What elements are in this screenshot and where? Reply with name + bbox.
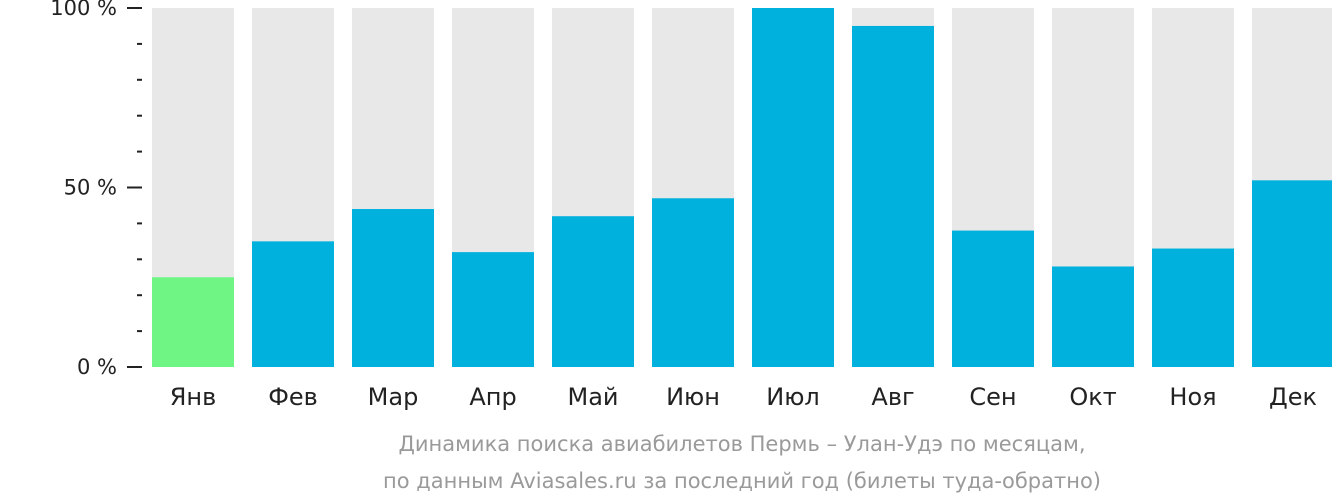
x-tick-label: Мар xyxy=(368,383,419,411)
bar xyxy=(1252,180,1332,367)
bar xyxy=(852,25,934,367)
y-tick-label: 50 % xyxy=(64,176,117,200)
x-tick-label: Июл xyxy=(766,383,820,411)
bar xyxy=(952,230,1034,367)
chart-caption-line-2: по данным Aviasales.ru за последний год … xyxy=(383,469,1101,493)
bar xyxy=(652,198,734,367)
x-tick-label: Апр xyxy=(469,383,516,411)
x-tick-label: Фев xyxy=(268,383,318,411)
bar xyxy=(452,252,534,367)
bar xyxy=(1052,266,1134,367)
x-tick-label: Окт xyxy=(1069,383,1116,411)
x-tick-label: Авг xyxy=(871,383,914,411)
x-axis-labels: Янв Фев Мар Апр Май Июн Июл Авг Сен Окт Ноя Дек xyxy=(170,383,1317,411)
bar xyxy=(152,277,234,367)
y-tick-label: 0 % xyxy=(77,355,117,379)
x-tick-label: Ноя xyxy=(1169,383,1216,411)
x-tick-label: Дек xyxy=(1269,383,1317,411)
bar xyxy=(752,8,834,367)
y-axis: 0 % 50 % 100 % xyxy=(50,0,142,379)
y-tick-label: 100 % xyxy=(50,0,117,20)
x-tick-label: Сен xyxy=(969,383,1016,411)
bars xyxy=(152,8,1332,367)
x-tick-label: Янв xyxy=(170,383,217,411)
x-tick-label: Май xyxy=(567,383,618,411)
bar xyxy=(352,209,434,367)
bar xyxy=(1152,248,1234,367)
bar xyxy=(552,216,634,367)
chart-caption-line-1: Динамика поиска авиабилетов Пермь – Улан… xyxy=(398,432,1085,456)
bar xyxy=(252,241,334,367)
x-tick-label: Июн xyxy=(666,383,720,411)
